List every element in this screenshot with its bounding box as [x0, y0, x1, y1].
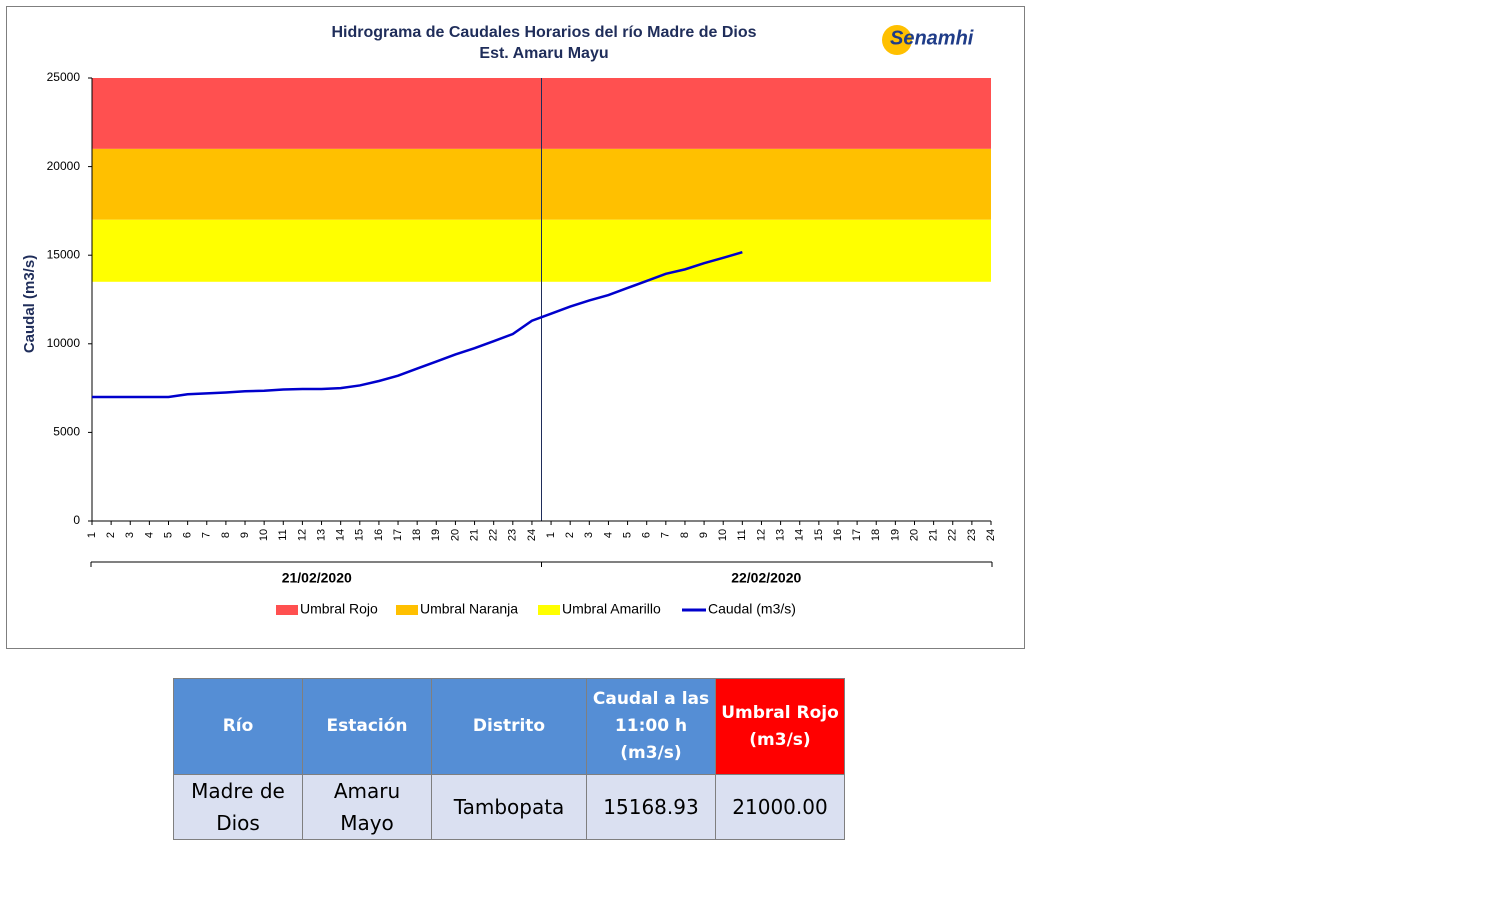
x-tick-label: 3	[583, 532, 595, 538]
x-tick-label: 17	[851, 529, 863, 541]
legend-swatch	[538, 605, 560, 615]
x-tick-label: 10	[717, 529, 729, 541]
x-tick-label: 24	[526, 529, 538, 541]
x-tick-label: 4	[602, 532, 614, 538]
y-tick-label: 20000	[47, 159, 81, 173]
x-tick-label: 23	[507, 529, 519, 541]
legend-swatch	[396, 605, 418, 615]
x-tick-label: 8	[220, 532, 232, 538]
flow-line	[92, 251, 743, 399]
header-cell: Río	[173, 678, 303, 775]
header-cell: Distrito	[431, 678, 587, 775]
x-tick-label: 18	[411, 529, 423, 541]
legend-label: Caudal (m3/s)	[708, 601, 796, 617]
x-tick-label: 16	[373, 529, 385, 541]
x-tick-label: 15	[813, 529, 825, 541]
logo: Senamhi	[890, 27, 974, 49]
x-tick-label: 12	[755, 529, 767, 541]
x-tick-label: 10	[258, 529, 270, 541]
cell: 15168.93	[586, 774, 716, 840]
x-tick-label: 5	[621, 532, 633, 538]
x-tick-label: 6	[641, 532, 653, 538]
legend-swatch	[276, 605, 298, 615]
x-tick-label: 5	[162, 532, 174, 538]
legend-label: Umbral Naranja	[420, 601, 518, 617]
x-tick-label: 6	[182, 532, 194, 538]
table-header: Río Estación Distrito Caudal a las 11:00…	[173, 678, 845, 775]
x-tick-label: 2	[105, 532, 117, 538]
header-cell: Umbral Rojo (m3/s)	[715, 678, 845, 775]
x-tick-label: 8	[679, 532, 691, 538]
x-tick-label: 24	[985, 529, 997, 541]
cell: Tambopata	[431, 774, 587, 840]
x-tick-label: 12	[296, 529, 308, 541]
x-tick-label: 17	[392, 529, 404, 541]
x-tick-label: 9	[239, 532, 251, 538]
x-tick-label: 21	[928, 529, 940, 541]
x-tick-label: 13	[775, 529, 787, 541]
chart-subtitle: Est. Amaru Mayu	[479, 45, 608, 62]
y-tick-label: 25000	[47, 70, 81, 84]
x-tick-label: 22	[947, 529, 959, 541]
x-tick-label: 23	[966, 529, 978, 541]
x-tick-label: 1	[545, 532, 557, 538]
x-tick-label: 7	[201, 532, 213, 538]
x-tick-label: 20	[908, 529, 920, 541]
table-row: Madre de Dios Amaru Mayo Tambopata 15168…	[173, 774, 845, 840]
header-cell: Estación	[302, 678, 432, 775]
x-tick-label: 22	[488, 529, 500, 541]
x-tick-label: 19	[889, 529, 901, 541]
y-tick-label: 15000	[47, 247, 81, 261]
logo-sun	[882, 25, 912, 55]
header-cell: Caudal a las 11:00 h (m3/s)	[586, 678, 716, 775]
x-tick-label: 13	[315, 529, 327, 541]
x-tick-label: 7	[660, 532, 672, 538]
cell: Madre de Dios	[173, 774, 303, 840]
x-tick-label: 20	[449, 529, 461, 541]
group-label: 22/02/2020	[731, 570, 801, 586]
x-tick-label: 2	[564, 532, 576, 538]
x-tick-label: 21	[468, 529, 480, 541]
legend-label: Umbral Rojo	[300, 601, 378, 617]
x-tick-label: 15	[354, 529, 366, 541]
y-tick-label: 5000	[53, 425, 80, 439]
x-tick-label: 3	[124, 532, 136, 538]
cell: 21000.00	[715, 774, 845, 840]
y-axis-label: Caudal (m3/s)	[21, 255, 38, 353]
chart-title: Hidrograma de Caudales Horarios del río …	[332, 24, 757, 41]
chart: Hidrograma de Caudales Horarios del río …	[6, 6, 1025, 649]
x-tick-label: 19	[430, 529, 442, 541]
x-tick-label: 18	[870, 529, 882, 541]
y-tick-label: 10000	[47, 336, 81, 350]
info-table: Río Estación Distrito Caudal a las 11:00…	[173, 678, 845, 840]
x-tick-label: 4	[143, 532, 155, 538]
x-tick-label: 9	[698, 532, 710, 538]
x-tick-label: 1	[86, 532, 98, 538]
x-tick-label: 16	[832, 529, 844, 541]
y-tick-label: 0	[73, 513, 80, 527]
x-tick-label: 11	[736, 529, 748, 540]
legend-label: Umbral Amarillo	[562, 601, 661, 617]
x-tick-label: 14	[335, 529, 347, 541]
group-label: 21/02/2020	[282, 570, 352, 586]
x-tick-label: 11	[277, 529, 289, 540]
x-tick-label: 14	[794, 529, 806, 541]
cell: Amaru Mayo	[302, 774, 432, 840]
